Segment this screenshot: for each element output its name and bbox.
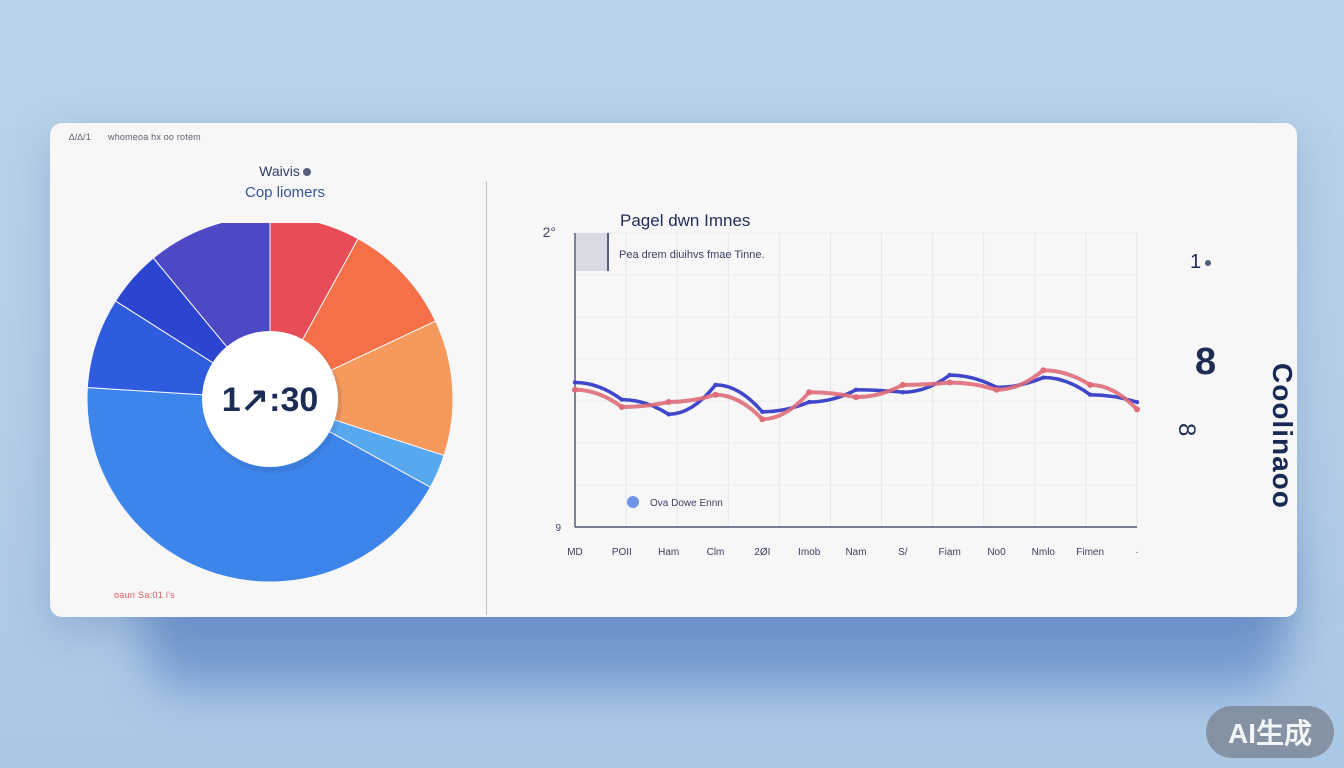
title-dot-icon — [302, 167, 311, 176]
series-2-point-5 — [759, 416, 766, 423]
vertical-label: Coolinaoo — [1267, 363, 1298, 509]
stat-one: 1 — [1190, 251, 1212, 274]
x-tick-label: S/ — [898, 547, 908, 558]
x-tick-label: No0 — [987, 547, 1006, 558]
x-tick-label: 2ØI — [754, 547, 770, 558]
series-1-point-13 — [1134, 399, 1140, 405]
pie-title-line2: Cop liomers — [244, 183, 326, 201]
series-2-point-2 — [618, 403, 625, 410]
series-1-point-12 — [1087, 392, 1093, 397]
series-2-point-1 — [572, 386, 578, 393]
stat-one-dot-icon — [1205, 259, 1212, 266]
x-tick-label: POII — [612, 547, 632, 558]
series-1-point-1 — [572, 380, 578, 385]
legend-marker — [627, 496, 639, 508]
x-tick-label: Fimen — [1076, 547, 1104, 558]
chart-card: ∆/∆/1 whomeoa hx oo rotem Waivis Cop lio… — [50, 123, 1298, 617]
series-1-point-2 — [619, 397, 625, 402]
line-chart-title: Pagel dwn Imnes — [620, 211, 750, 230]
stat-two-value: 8 — [1195, 341, 1217, 383]
line-chart-subtitle: Pea drem diuihvs fmae Tinne. — [619, 249, 765, 261]
series-2-point-13 — [1134, 406, 1140, 413]
series-2-point-11 — [1040, 367, 1047, 374]
legend-label: Ova Dowe Ennn — [650, 498, 723, 509]
series-2-point-8 — [899, 381, 906, 388]
watermark-badge: AI生成 — [1206, 706, 1334, 758]
x-tick-label: MD — [567, 547, 583, 558]
pie-slice-3 — [268, 320, 454, 457]
series-1-point-5 — [760, 409, 765, 415]
y-tick-label: 9 — [555, 523, 561, 534]
y-tick-label: 2° — [543, 224, 556, 240]
card-header-left-a: ∆/∆/1 — [69, 132, 92, 142]
x-tick-label: Nam — [845, 547, 866, 558]
series-1-point-11 — [1041, 375, 1046, 380]
series-1-point-3 — [666, 412, 671, 417]
stat-three-value: 8 — [1173, 423, 1200, 437]
x-tick-label: Nmlo — [1032, 547, 1056, 558]
series-2-point-10 — [993, 386, 1000, 393]
series-1-point-9 — [947, 372, 952, 378]
pie-title-text: Waivis — [259, 163, 300, 179]
series-2-point-3 — [665, 399, 672, 406]
right-stats: 1 8 8 — [1173, 243, 1282, 503]
series-2-point-7 — [853, 394, 859, 401]
line-chart: Pagel dwn Imnes Pea drem diuihvs fmae Tin… — [543, 211, 1140, 558]
x-tick-label: Ham — [658, 547, 679, 558]
pie-slice-5 — [86, 386, 432, 583]
x-tick-label: · — [1135, 547, 1138, 558]
pie-center-value: 1↗:30 — [222, 381, 319, 419]
x-tick-label: Imob — [798, 547, 821, 558]
series-1-point-8 — [900, 390, 906, 395]
x-tick-label: Fiam — [939, 547, 961, 558]
section-divider — [486, 181, 487, 615]
series-1-point-4 — [713, 382, 718, 388]
series-1-point-7 — [853, 387, 859, 392]
stat-one-value: 1 — [1190, 251, 1202, 273]
pie-title-line1: Waivis — [259, 163, 311, 179]
pie-chart: 1↗:30 — [86, 223, 454, 583]
series-2-point-6 — [806, 389, 813, 396]
title-accent-box — [576, 233, 609, 271]
pie-footer-label: oaun Sa:01 l’s — [114, 590, 176, 600]
card-header-left-b: whomeoa hx oo rotem — [108, 132, 201, 142]
series-1-point-6 — [806, 399, 812, 405]
pie-center-circle — [202, 331, 338, 467]
pie-title-block: Waivis Cop liomers — [215, 163, 355, 201]
x-tick-label: Clm — [707, 547, 725, 558]
series-2-point-12 — [1087, 381, 1094, 388]
series-2-point-9 — [946, 379, 953, 386]
series-2-point-4 — [712, 391, 719, 398]
